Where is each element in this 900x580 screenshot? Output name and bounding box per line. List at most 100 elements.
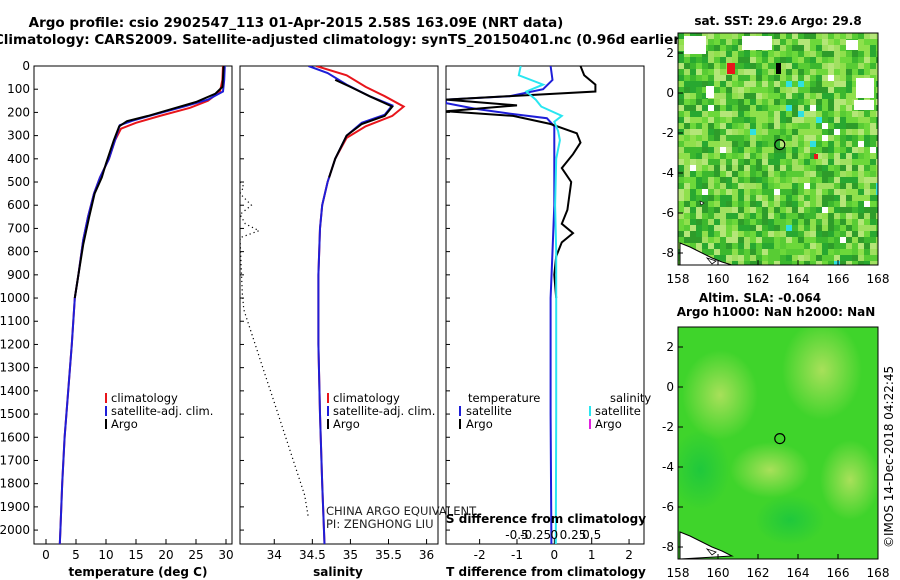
sdiff-tick-label-3: 0.25 bbox=[560, 528, 587, 542]
sst-cell bbox=[858, 165, 864, 171]
sst-cell bbox=[756, 165, 762, 171]
sst-cell bbox=[852, 63, 858, 69]
difference-series-2 bbox=[517, 66, 564, 544]
sst-cell bbox=[750, 183, 756, 189]
sst-cell bbox=[864, 213, 870, 219]
sst-cell bbox=[756, 249, 762, 255]
sst-cell bbox=[708, 195, 714, 201]
depth-tick-label-4: 400 bbox=[7, 152, 30, 166]
sst-cell bbox=[858, 147, 864, 153]
sst-cell bbox=[834, 213, 840, 219]
sst-cell bbox=[774, 51, 780, 57]
sst-cell bbox=[792, 213, 798, 219]
sst-cell bbox=[756, 63, 762, 69]
sst-cell bbox=[786, 243, 792, 249]
sst-cell bbox=[732, 39, 738, 45]
sst-cell bbox=[768, 249, 774, 255]
sst-cell bbox=[828, 57, 834, 63]
sst-cell bbox=[852, 171, 858, 177]
sst-cell bbox=[720, 141, 726, 147]
sst-cell bbox=[762, 105, 768, 111]
sst-cell bbox=[702, 243, 708, 249]
sst-cell bbox=[864, 225, 870, 231]
salinity-series-3 bbox=[240, 181, 310, 519]
sst-cell bbox=[744, 87, 750, 93]
sst-cell bbox=[834, 195, 840, 201]
sst-xtick-label-5: 168 bbox=[867, 272, 890, 286]
sla-ytick-label-1: 0 bbox=[666, 380, 674, 394]
sst-cell bbox=[780, 165, 786, 171]
sst-cell bbox=[756, 255, 762, 261]
sst-cell bbox=[690, 219, 696, 225]
sst-map-panel: sat. SST: 29.6 Argo: 29.8 158 160 162 164 16… bbox=[662, 14, 889, 286]
sst-cell bbox=[816, 177, 822, 183]
sst-cell bbox=[846, 147, 852, 153]
sst-cell bbox=[810, 105, 816, 111]
sst-cell bbox=[750, 57, 756, 63]
sst-cell bbox=[810, 45, 816, 51]
sst-cell bbox=[756, 75, 762, 81]
sst-cell bbox=[714, 231, 720, 237]
sst-cell bbox=[846, 129, 852, 135]
sst-cell bbox=[852, 75, 858, 81]
sst-cell bbox=[786, 153, 792, 159]
sst-cell bbox=[762, 159, 768, 165]
sst-cell bbox=[846, 63, 852, 69]
sst-cell bbox=[684, 171, 690, 177]
sst-cell bbox=[726, 207, 732, 213]
sst-cell bbox=[708, 111, 714, 117]
sst-cell bbox=[816, 75, 822, 81]
sst-cell bbox=[816, 231, 822, 237]
sst-cell bbox=[870, 171, 876, 177]
sst-cell bbox=[768, 129, 774, 135]
sst-cell bbox=[822, 123, 828, 129]
legend-t-label-0: satellite bbox=[466, 404, 512, 418]
sst-cell bbox=[768, 189, 774, 195]
sst-cell bbox=[774, 237, 780, 243]
sst-cell bbox=[744, 51, 750, 57]
sst-cell bbox=[834, 117, 840, 123]
sst-cell bbox=[804, 117, 810, 123]
sst-cell bbox=[828, 171, 834, 177]
sla-map-frame bbox=[677, 326, 879, 560]
sst-cell bbox=[792, 147, 798, 153]
sst-cell bbox=[678, 87, 684, 93]
depth-tick-label-10: 1000 bbox=[0, 291, 30, 305]
sst-cell bbox=[696, 213, 702, 219]
sst-cell bbox=[750, 93, 756, 99]
sst-cell bbox=[714, 141, 720, 147]
sst-cell bbox=[858, 39, 864, 45]
sla-patch-6 bbox=[755, 495, 825, 545]
sst-cell bbox=[810, 69, 816, 75]
sst-cell bbox=[744, 177, 750, 183]
sst-cell bbox=[822, 237, 828, 243]
sst-cell bbox=[804, 249, 810, 255]
sst-cell bbox=[864, 69, 870, 75]
sst-cell bbox=[684, 183, 690, 189]
sst-cell bbox=[858, 261, 864, 265]
sst-cell bbox=[792, 45, 798, 51]
sst-cell bbox=[702, 93, 708, 99]
sst-cell bbox=[816, 249, 822, 255]
sst-cell bbox=[828, 39, 834, 45]
sst-cell bbox=[816, 117, 822, 123]
sst-cell bbox=[678, 93, 684, 99]
sst-cell bbox=[822, 231, 828, 237]
depth-tick-label-1: 100 bbox=[7, 82, 30, 96]
sst-cell bbox=[696, 69, 702, 75]
sst-cell bbox=[696, 177, 702, 183]
sst-cell bbox=[804, 123, 810, 129]
sst-cell bbox=[828, 99, 834, 105]
sst-cell bbox=[678, 45, 684, 51]
sst-cell bbox=[822, 147, 828, 153]
sst-cell bbox=[792, 195, 798, 201]
sst-cell bbox=[828, 93, 834, 99]
sst-cell bbox=[738, 261, 744, 265]
sst-cell bbox=[756, 231, 762, 237]
sst-cell bbox=[792, 141, 798, 147]
sst-cell bbox=[696, 237, 702, 243]
sst-cell bbox=[798, 195, 804, 201]
sst-cell bbox=[738, 237, 744, 243]
sst-cell bbox=[810, 39, 816, 45]
sst-cell bbox=[786, 75, 792, 81]
